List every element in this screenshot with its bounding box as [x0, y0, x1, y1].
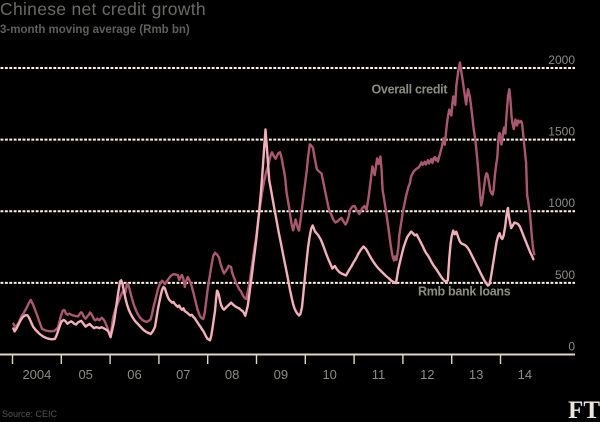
svg-text:07: 07 [176, 367, 190, 382]
svg-text:11: 11 [372, 367, 386, 382]
svg-text:1000: 1000 [548, 196, 575, 210]
svg-text:09: 09 [274, 367, 288, 382]
svg-text:06: 06 [127, 367, 141, 382]
svg-text:1500: 1500 [548, 125, 575, 139]
svg-text:10: 10 [322, 367, 336, 382]
svg-text:0: 0 [568, 340, 575, 354]
svg-text:08: 08 [225, 367, 239, 382]
svg-text:Overall credit: Overall credit [372, 83, 449, 97]
svg-text:13: 13 [469, 367, 483, 382]
svg-text:2004: 2004 [22, 367, 51, 382]
svg-text:500: 500 [555, 268, 575, 282]
svg-text:Rmb bank loans: Rmb bank loans [418, 285, 511, 299]
svg-text:2000: 2000 [548, 53, 575, 67]
svg-text:05: 05 [78, 367, 92, 382]
svg-text:12: 12 [420, 367, 434, 382]
svg-text:14: 14 [518, 367, 532, 382]
